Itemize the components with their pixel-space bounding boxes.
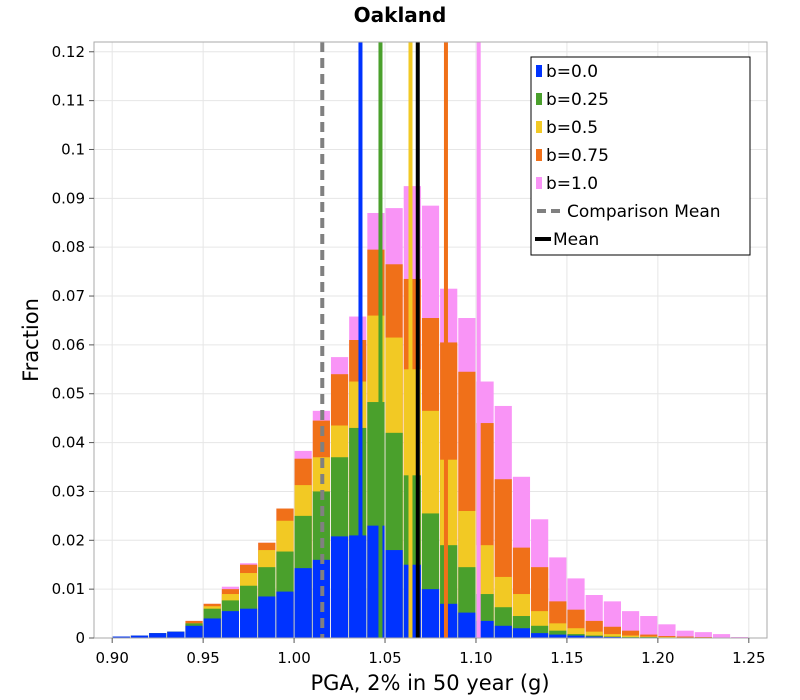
bar-b-0-5 [585, 631, 603, 638]
y-tick-label: 0.11 [52, 92, 85, 110]
bar-b-0-0 [185, 625, 203, 638]
x-tick-label: 1.20 [641, 649, 674, 667]
legend-label: b=1.0 [546, 174, 598, 194]
bar-b-1-0 [676, 630, 694, 638]
bar-b-0-0 [167, 631, 185, 638]
legend-label: b=0.75 [546, 146, 609, 166]
bar-b-0-0 [585, 636, 603, 638]
x-axis-label: PGA, 2% in 50 year (g) [310, 671, 549, 695]
bar-b-0-5 [567, 628, 585, 638]
bar-b-0-0 [567, 635, 585, 638]
bar-b-1-0 [694, 632, 712, 638]
bar-b-0-0 [440, 603, 458, 638]
bar-b-0-0 [312, 559, 330, 638]
chart-title: Oakland [354, 3, 447, 27]
y-tick-label: 0.08 [52, 238, 85, 256]
legend-label: b=0.25 [546, 90, 609, 110]
x-tick-label: 1.05 [368, 649, 401, 667]
bar-b-1-0 [658, 624, 676, 638]
bar-b-0-0 [240, 608, 258, 638]
bar-b-0-0 [276, 591, 294, 638]
legend-swatch [536, 65, 542, 77]
y-tick-label: 0.12 [52, 43, 85, 61]
bar-b-0-0 [531, 633, 549, 638]
legend-swatch [536, 177, 542, 189]
legend-label: Comparison Mean [567, 202, 721, 222]
legend-label: b=0.5 [546, 118, 598, 138]
bar-b-0-0 [149, 633, 167, 638]
y-axis-label: Fraction [19, 298, 43, 382]
x-tick-label: 0.95 [186, 649, 219, 667]
bar-b-0-0 [512, 628, 531, 638]
y-tick-label: 0 [75, 629, 85, 647]
bar-b-0-5 [603, 634, 621, 638]
x-tick-label: 1.00 [277, 649, 310, 667]
y-tick-label: 0.07 [52, 287, 85, 305]
bar-b-0-0 [458, 612, 476, 638]
x-tick-label: 0.90 [95, 649, 128, 667]
bar-b-0-75 [676, 636, 694, 638]
bar-b-1-0 [712, 634, 731, 638]
bar-b-0-0 [112, 636, 130, 638]
bar-b-0-25 [549, 630, 567, 638]
y-axis-ticks: 0 0.01 0.02 0.03 0.04 0.05 0.06 0.07 0.08 0.09 0.1… [52, 43, 94, 647]
x-tick-label: 1.10 [459, 649, 492, 667]
legend-label: Mean [553, 230, 599, 250]
legend: b=0.0 b=0.25 b=0.5 b=0.75 b=1.0 Comparison Me… [530, 56, 751, 256]
plot-border [93, 41, 768, 639]
x-tick-label: 1.15 [550, 649, 583, 667]
bar-b-0-0 [421, 589, 440, 638]
bar-b-0-5 [621, 635, 640, 638]
bar-b-0-0 [549, 634, 567, 638]
y-tick-label: 0.01 [52, 580, 85, 598]
y-tick-label: 0.06 [52, 336, 85, 354]
bar-b-0-0 [330, 536, 349, 638]
bar-b-0-0 [385, 550, 403, 638]
x-tick-label: 1.25 [732, 649, 765, 667]
bar-b-0-0 [294, 568, 312, 638]
bar-b-0-0 [130, 635, 149, 638]
legend-swatch [536, 121, 542, 133]
bar-b-0-0 [349, 535, 367, 638]
bar-b-0-75 [640, 634, 658, 638]
y-tick-label: 0.03 [52, 482, 85, 500]
bar-b-0-0 [258, 596, 276, 638]
legend-swatch [536, 149, 542, 161]
y-tick-label: 0.1 [61, 140, 85, 158]
legend-swatch [536, 93, 542, 105]
x-axis-ticks: 0.90 0.95 1.00 1.05 1.10 1.15 1.20 1.25 [95, 638, 766, 667]
bar-b-1-0 [640, 616, 658, 638]
bar-b-0-75 [603, 626, 621, 638]
bar-b-0-0 [494, 625, 512, 638]
bar-b-0-0 [476, 620, 494, 638]
y-tick-label: 0.02 [52, 531, 85, 549]
y-tick-label: 0.05 [52, 385, 85, 403]
bar-b-0-0 [203, 618, 221, 638]
legend-label: b=0.0 [546, 62, 598, 82]
legend-box [530, 56, 751, 256]
bar-b-0-0 [221, 611, 240, 638]
y-tick-label: 0.09 [52, 189, 85, 207]
y-tick-label: 0.04 [52, 434, 85, 452]
mean-lines [320, 42, 481, 638]
bar-b-0-75 [621, 630, 640, 638]
